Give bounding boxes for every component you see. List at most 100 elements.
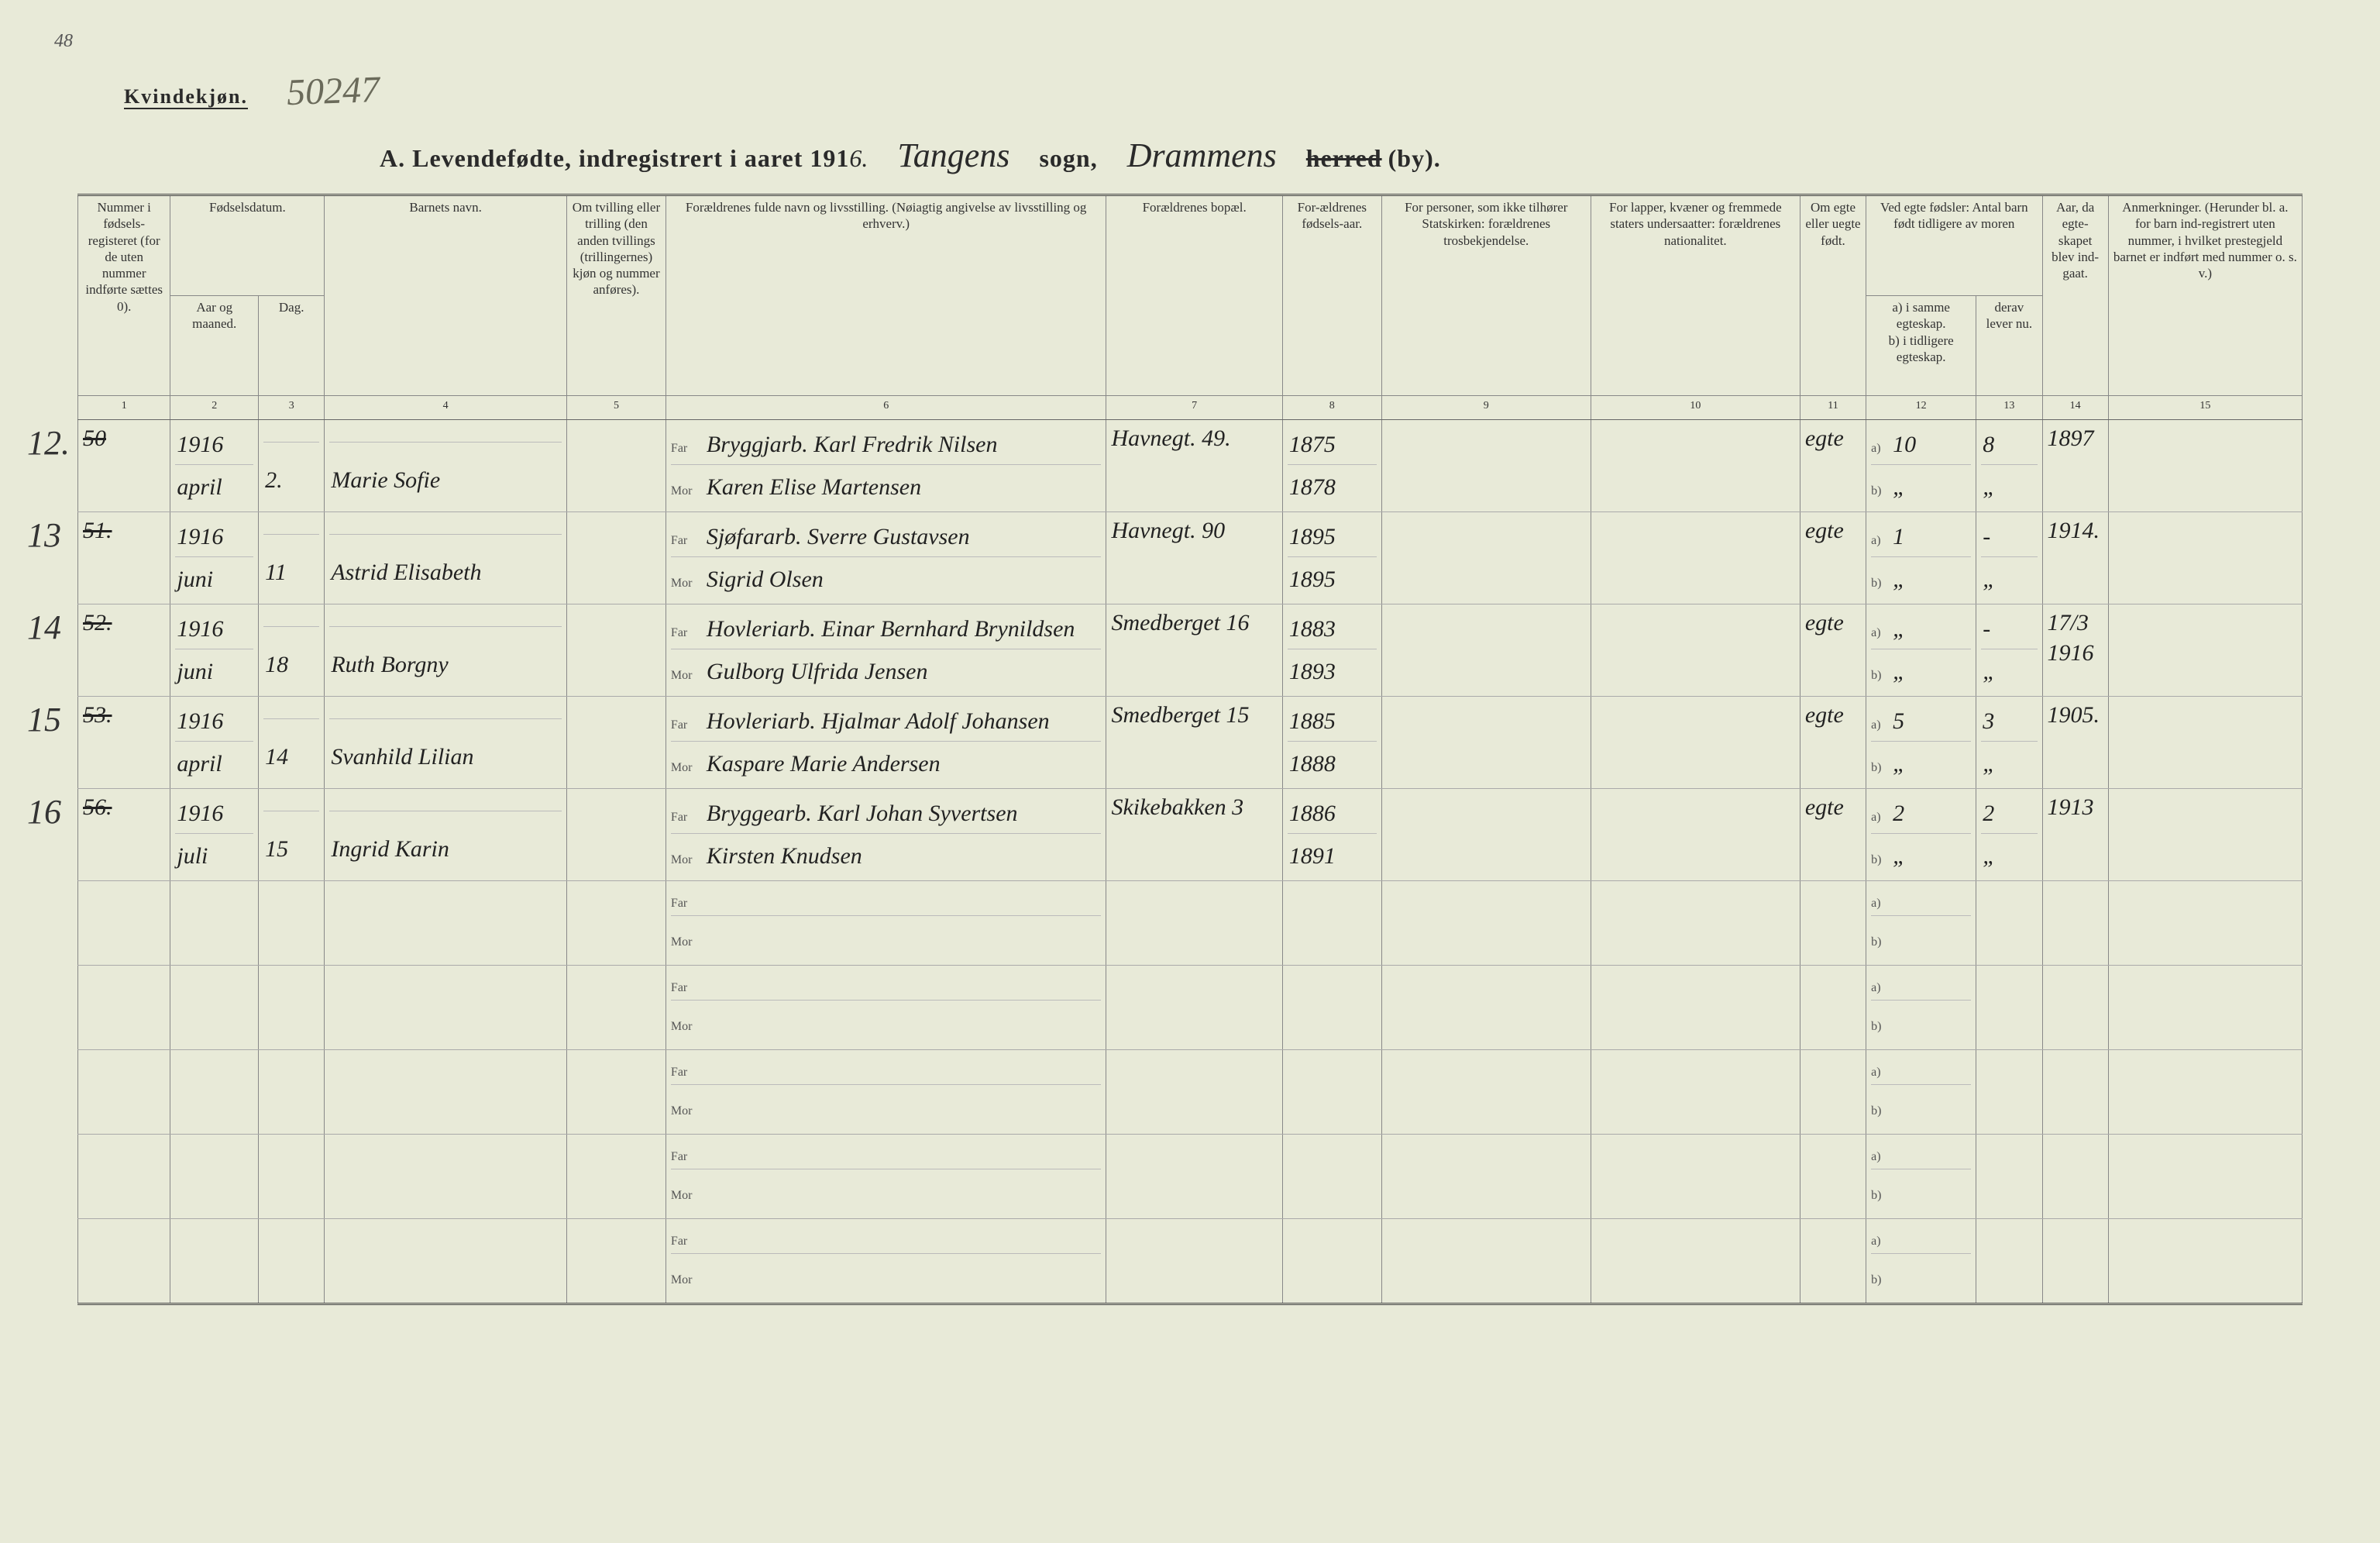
cell-parent-years: 1886 1891 [1282,789,1381,881]
cell-nat [1591,697,1800,789]
cell-egte: egte [1800,604,1866,697]
header-row-1: Nummer i fødsels-registeret (for de uten… [78,195,2303,296]
cell-year-month: 1916 juli [170,789,259,881]
h-c2a: Aar og maaned. [170,296,259,396]
cell-bot: „ [1981,744,2037,784]
header-colnums: 123456789101112131415 [78,396,2303,420]
far-value: Hovleriarb. Einar Bernhard Brynildsen [707,614,1102,644]
h-c4: Barnets navn. [325,195,567,396]
cell-bot: juli [175,836,253,876]
cell-bopel: Skikebakken 3 [1106,789,1282,881]
cell-top: 1916 [175,425,253,465]
cell-top: 8 [1981,425,2037,465]
cell-nat [1591,1219,1800,1304]
colnum-12: 12 [1866,396,1976,420]
cell-egteskab-aar [2042,966,2108,1050]
cell-egteskab-aar [2042,1219,2108,1304]
cell-parent-years [1282,1219,1381,1304]
cell-ab: a) b) [1866,966,1976,1050]
cell-top: 1916 [175,794,253,834]
archive-stamp: 50247 [286,68,380,114]
mor-label: Mor [671,1104,707,1118]
cell-tros [1381,1219,1591,1304]
cell-bopel [1106,1135,1282,1219]
cell-anm [2108,1050,2302,1135]
cell-parents: FarSjøfararb. Sverre Gustavsen MorSigrid… [666,512,1106,604]
cell-tros [1381,604,1591,697]
thead: Nummer i fødsels-registeret (for de uten… [78,195,2303,420]
regnum: 52. [83,610,112,635]
h-c13: derav lever nu. [1976,296,2042,396]
title-sogn-script: Tangens [874,136,1033,174]
cell-tros [1381,1135,1591,1219]
h-c2b: Dag. [259,296,325,396]
cell-derav: - „ [1976,512,2042,604]
title-herred-suffix: (by). [1388,144,1441,172]
cell-tros [1381,881,1591,966]
cell-twin [567,1050,666,1135]
a-label: a) [1871,534,1893,548]
cell-twin [567,789,666,881]
cell-top: 3 [1981,701,2037,742]
cell-day: 18 [259,604,325,697]
far-label: Far [671,981,707,995]
cell-twin [567,1219,666,1304]
cell-name [325,1219,567,1304]
mor-label: Mor [671,1273,707,1287]
title-herred-script: Drammens [1104,136,1300,174]
cell-top: 1886 [1288,794,1377,834]
a-value: 5 [1893,706,1971,736]
row-number-outer: 16 [27,792,61,832]
b-value: „ [1893,564,1971,594]
far-label: Far [671,1066,707,1080]
cell-anm [2108,697,2302,789]
mor-label: Mor [671,1020,707,1034]
a-label: a) [1871,718,1893,732]
cell-bot: 1893 [1288,652,1377,691]
h-c11: Om egte eller uegte født. [1800,195,1866,396]
h-c12a-a: a) i samme egteskap. [1892,300,1950,331]
cell-bot: juni [175,652,253,691]
title-row: A. Levendefødte, indregistrert i aaret 1… [15,136,2365,175]
cell-twin [567,881,666,966]
cell-bot: april [175,467,253,507]
cell-regnum [78,1050,170,1135]
tbody: 12. 50 1916 april 2. Marie Sofie FarBryg… [78,420,2303,1304]
far-label: Far [671,626,707,640]
cell-parents: FarBryggjarb. Karl Fredrik Nilsen MorKar… [666,420,1106,512]
mor-value: Kaspare Marie Andersen [707,749,1102,779]
cell-parents: FarHovleriarb. Hjalmar Adolf Johansen Mo… [666,697,1106,789]
a-label: a) [1871,1150,1893,1164]
cell-year-month: 1916 april [170,697,259,789]
cell-egte [1800,1050,1866,1135]
cell-bot: juni [175,560,253,599]
far-value: Sjøfararb. Sverre Gustavsen [707,522,1102,552]
cell-name: Marie Sofie [325,420,567,512]
cell-anm [2108,1219,2302,1304]
cell-anm [2108,604,2302,697]
cell-ab: a)10 b)„ [1866,420,1976,512]
far-label: Far [671,534,707,548]
mor-value: Gulborg Ulfrida Jensen [707,656,1102,687]
cell-derav: 8 „ [1976,420,2042,512]
cell-year-month: 1916 april [170,420,259,512]
mor-label: Mor [671,484,707,498]
colnum-2: 2 [170,396,259,420]
cell-parents: Far Mor [666,881,1106,966]
cell-nat [1591,604,1800,697]
regnum: 51. [83,518,112,543]
cell-egte: egte [1800,789,1866,881]
cell-ab: a) b) [1866,1135,1976,1219]
cell-egte: egte [1800,512,1866,604]
cell-year-month [170,1135,259,1219]
cell-year-month [170,1050,259,1135]
h-c10: For lapper, kvæner og fremmede staters u… [1591,195,1800,396]
cell-tros [1381,512,1591,604]
cell-parent-years [1282,1135,1381,1219]
cell-year-month: 1916 juni [170,604,259,697]
cell-egteskab-aar: 1913 [2042,789,2108,881]
table-row-blank: Far Mor a) b) [78,1050,2303,1135]
cell-nat [1591,881,1800,966]
mor-value: Sigrid Olsen [707,564,1102,594]
mor-label: Mor [671,577,707,591]
